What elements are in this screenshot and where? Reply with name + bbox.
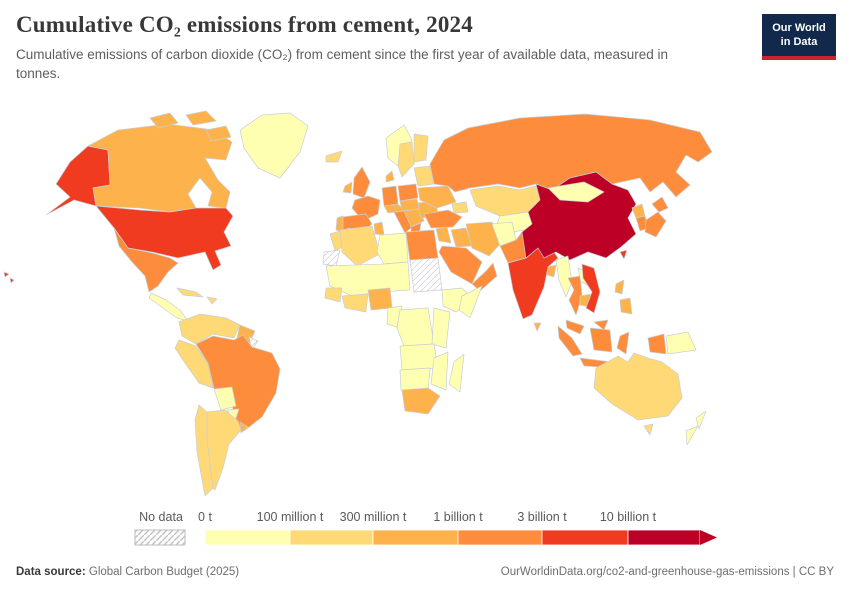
legend-bin-0[interactable]	[204, 529, 291, 546]
country-russia[interactable]	[429, 113, 713, 198]
legend-no-data-label: No data	[139, 510, 183, 524]
country-germany[interactable]	[381, 185, 399, 207]
country-tasmania[interactable]	[643, 423, 654, 436]
country-myanmar[interactable]	[555, 255, 573, 298]
country-saudi-arabia[interactable]	[438, 245, 483, 285]
country-bolivia[interactable]	[213, 386, 237, 411]
region-levant[interactable]	[435, 226, 452, 244]
country-madagascar[interactable]	[448, 353, 465, 393]
country-sweden[interactable]	[397, 141, 415, 178]
country-taiwan[interactable]	[619, 249, 628, 260]
country-canada-arctic-2[interactable]	[185, 110, 217, 126]
page-title: Cumulative CO₂ emissions from cement, 20…	[16, 12, 473, 37]
region-borneo-north[interactable]	[593, 319, 609, 331]
country-japan-hokkaido[interactable]	[651, 196, 669, 213]
legend-tick-1: 100 million t	[257, 510, 324, 524]
country-somalia[interactable]	[458, 285, 483, 319]
country-dr-congo[interactable]	[396, 307, 435, 347]
country-peru[interactable]	[174, 339, 214, 389]
page-subtitle: Cumulative emissions of carbon dioxide (…	[16, 47, 669, 81]
chart-footer: Data source: Global Carbon Budget (2025)…	[16, 566, 834, 578]
country-poland[interactable]	[397, 183, 419, 202]
country-libya[interactable]	[376, 232, 409, 265]
region-west-africa-coast[interactable]	[341, 293, 369, 313]
owid-logo[interactable]: Our World in Data	[762, 14, 836, 60]
country-japan-main[interactable]	[644, 211, 667, 238]
country-indonesia-borneo[interactable]	[589, 327, 613, 353]
country-indonesia-sulawesi[interactable]	[616, 331, 630, 355]
country-mozambique[interactable]	[430, 351, 449, 391]
legend-arrow-tip	[700, 530, 717, 545]
country-thailand[interactable]	[567, 275, 583, 316]
country-indonesia-papua[interactable]	[647, 333, 667, 355]
country-turkey[interactable]	[423, 209, 463, 229]
country-papua-new-guinea[interactable]	[665, 331, 697, 355]
legend-tick-4: 3 billion t	[517, 510, 567, 524]
country-nigeria[interactable]	[367, 287, 393, 311]
country-colombia-venezuela[interactable]	[178, 313, 241, 345]
country-bangladesh[interactable]	[546, 264, 557, 278]
owid-logo-line1: Our World	[772, 22, 826, 34]
country-philippines-north[interactable]	[614, 279, 625, 295]
legend-tick-0: 0 t	[198, 510, 212, 524]
country-ireland[interactable]	[342, 181, 353, 194]
country-sudan[interactable]	[409, 257, 443, 293]
country-mongolia[interactable]	[547, 181, 605, 203]
map-legend: No data 0 t 100 million t 300 million t …	[134, 510, 717, 546]
legend-bin-3[interactable]	[457, 529, 543, 546]
country-western-sahara[interactable]	[322, 249, 341, 267]
country-iceland[interactable]	[325, 150, 343, 163]
country-ukraine[interactable]	[417, 185, 457, 209]
region-kenya-tanzania[interactable]	[431, 307, 451, 349]
chart-header: Cumulative CO₂ emissions from cement, 20…	[16, 12, 836, 84]
country-hispaniola[interactable]	[206, 296, 218, 305]
country-philippines-south[interactable]	[619, 297, 633, 315]
legend-bin-1[interactable]	[289, 529, 374, 546]
legend-tick-2: 300 million t	[340, 510, 407, 524]
region-central-america[interactable]	[148, 292, 189, 322]
country-canada-arctic-3[interactable]	[205, 125, 232, 142]
country-indonesia-sumatra[interactable]	[557, 325, 583, 357]
country-uruguay[interactable]	[239, 421, 249, 434]
country-mexico[interactable]	[113, 227, 179, 293]
country-greenland[interactable]	[239, 112, 309, 179]
country-uk[interactable]	[352, 166, 371, 199]
country-china[interactable]	[521, 171, 637, 261]
legend-bin-2[interactable]	[372, 529, 459, 546]
country-usa[interactable]	[95, 205, 234, 271]
country-new-zealand-north[interactable]	[695, 410, 707, 430]
country-canada-arctic-1[interactable]	[149, 112, 179, 129]
world-choropleth-map	[3, 110, 713, 497]
country-argentina[interactable]	[206, 409, 242, 491]
country-denmark[interactable]	[385, 170, 395, 183]
country-iran[interactable]	[465, 221, 503, 257]
country-south-africa[interactable]	[401, 387, 441, 415]
country-hawaii-usa[interactable]	[3, 271, 15, 284]
country-malaysia[interactable]	[565, 319, 585, 335]
owid-logo-line2: in Data	[780, 36, 818, 49]
data-source-value: Global Carbon Budget (2025)	[88, 566, 240, 578]
country-new-zealand-south[interactable]	[685, 425, 699, 446]
data-source-label: Data source:	[16, 566, 86, 578]
country-senegal[interactable]	[324, 287, 343, 303]
region-angola-zambia[interactable]	[399, 343, 439, 371]
region-caucasus[interactable]	[451, 201, 469, 214]
country-finland[interactable]	[413, 133, 429, 163]
legend-bin-4[interactable]	[541, 529, 629, 546]
country-sri-lanka[interactable]	[533, 322, 542, 332]
legend-bin-5[interactable]	[627, 529, 701, 546]
legend-tick-3: 1 billion t	[433, 510, 483, 524]
country-cuba[interactable]	[176, 287, 204, 298]
data-source: Data source: Global Carbon Budget (2025)	[16, 566, 239, 578]
country-vietnam[interactable]	[581, 263, 601, 314]
country-algeria[interactable]	[339, 225, 381, 267]
country-egypt[interactable]	[405, 229, 439, 263]
attribution-link[interactable]: OurWorldinData.org/co2-and-greenhouse-ga…	[500, 566, 834, 578]
country-tunisia[interactable]	[373, 221, 385, 236]
country-australia[interactable]	[593, 352, 683, 421]
legend-tick-5: 10 billion t	[600, 510, 657, 524]
region-balkans[interactable]	[403, 208, 425, 228]
legend-no-data-swatch[interactable]	[134, 529, 186, 546]
